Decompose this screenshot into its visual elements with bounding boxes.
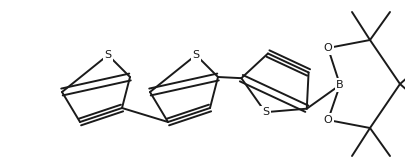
Text: O: O: [323, 115, 332, 125]
Text: S: S: [261, 107, 268, 117]
Text: O: O: [323, 43, 332, 53]
Text: B: B: [335, 80, 343, 90]
Text: S: S: [192, 50, 199, 60]
Text: S: S: [104, 50, 111, 60]
